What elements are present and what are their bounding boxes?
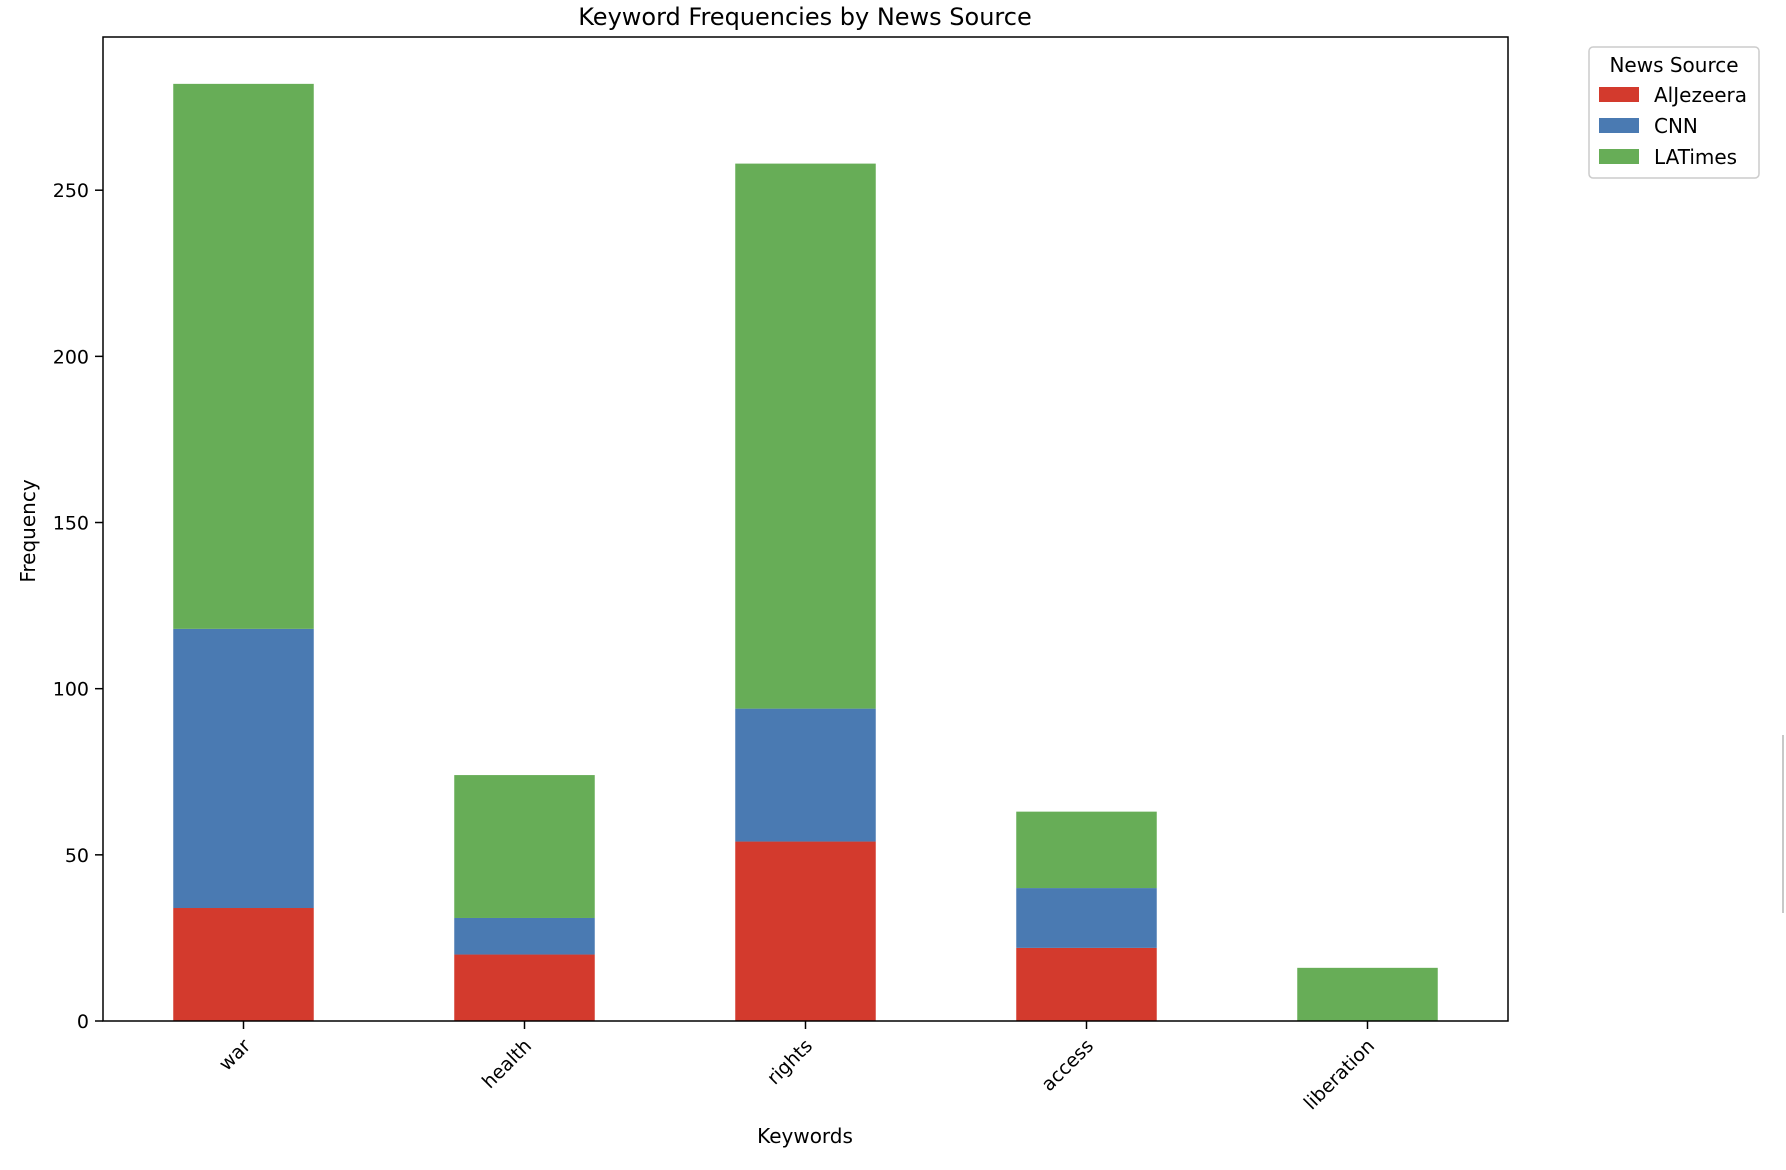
bar-access-cnn bbox=[1016, 888, 1157, 948]
x-tick-label-access: access bbox=[1037, 1035, 1098, 1096]
x-axis-label: Keywords bbox=[757, 1124, 853, 1148]
x-axis: war health rights access liberation bbox=[215, 1021, 1379, 1114]
bar-rights-cnn bbox=[735, 708, 876, 842]
legend-label-cnn: CNN bbox=[1654, 114, 1698, 138]
legend-swatch-latimes bbox=[1599, 149, 1639, 164]
y-axis: 0 50 100 150 200 250 bbox=[53, 180, 103, 1033]
legend-swatch-cnn bbox=[1599, 118, 1639, 133]
y-tick-label: 100 bbox=[53, 679, 89, 701]
legend-swatch-aljezeera bbox=[1599, 87, 1639, 102]
legend-title: News Source bbox=[1609, 53, 1738, 77]
bar-health-cnn bbox=[454, 917, 595, 955]
bar-health-latimes bbox=[454, 775, 595, 918]
bar-access-latimes bbox=[1016, 811, 1157, 889]
legend-label-latimes: LATimes bbox=[1654, 145, 1737, 169]
y-tick-label: 250 bbox=[53, 180, 89, 202]
y-tick-label: 200 bbox=[53, 346, 89, 368]
bar-war-aljezeera bbox=[173, 908, 314, 1021]
bar-war-latimes bbox=[173, 83, 314, 629]
legend-items: AlJezeera CNN LATimes bbox=[1599, 83, 1747, 169]
bar-health-aljezeera bbox=[454, 954, 595, 1021]
y-tick-label: 0 bbox=[77, 1011, 89, 1033]
bar-rights-aljezeera bbox=[735, 841, 876, 1021]
chart-title: Keyword Frequencies by News Source bbox=[578, 3, 1031, 31]
y-tick-label: 50 bbox=[65, 845, 89, 867]
bar-rights-latimes bbox=[735, 163, 876, 709]
x-tick-label-war: war bbox=[215, 1035, 255, 1075]
legend-frame bbox=[1588, 46, 1760, 179]
scrollbar-edge bbox=[1782, 735, 1784, 913]
x-tick-label-health: health bbox=[478, 1035, 536, 1093]
x-tick-label-rights: rights bbox=[763, 1035, 817, 1089]
legend-label-aljezeera: AlJezeera bbox=[1654, 83, 1747, 107]
bar-liberation-latimes bbox=[1297, 967, 1438, 1021]
bar-war-cnn bbox=[173, 628, 314, 909]
bar-access-aljezeera bbox=[1016, 947, 1157, 1021]
y-axis-label: Frequency bbox=[16, 479, 40, 582]
bars-group bbox=[173, 83, 1438, 1021]
x-tick-label-liberation: liberation bbox=[1300, 1035, 1379, 1114]
legend: News Source AlJezeera CNN LATimes bbox=[1588, 46, 1760, 179]
y-tick-label: 150 bbox=[53, 513, 89, 535]
